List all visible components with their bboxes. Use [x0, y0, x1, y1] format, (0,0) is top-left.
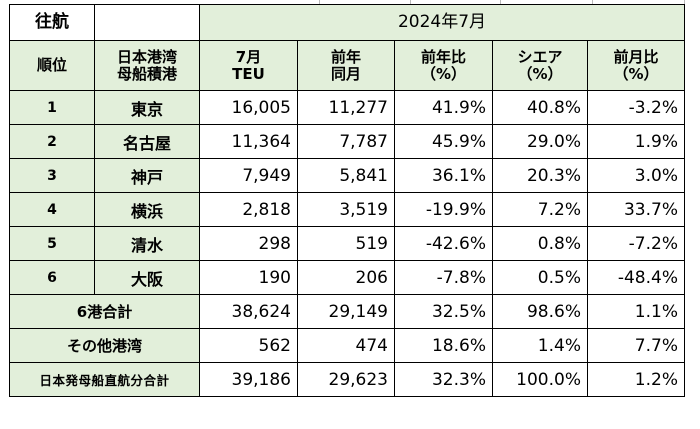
prev-year-cell: 3,519 [297, 192, 395, 227]
prev-year-header: 前年 同月 [297, 40, 395, 91]
port-header-line1: 日本港湾 [116, 47, 177, 66]
share-cell: 100.0% [492, 362, 588, 397]
period-label: 2024年7月 [199, 4, 685, 41]
share-cell: 98.6% [492, 294, 588, 329]
table-row: 6 大阪 190 206 -7.8% 0.5% -48.4% [9, 260, 685, 295]
prev-year-cell: 5,841 [297, 158, 395, 193]
port-cell: 神戸 [94, 158, 200, 193]
teu-header-line2: TEU [232, 64, 265, 83]
yoy-cell: -7.8% [394, 260, 493, 295]
yoy-cell: 45.9% [394, 124, 493, 159]
mom-cell: -7.2% [587, 226, 685, 261]
total-row: 6港合計 38,624 29,149 32.5% 98.6% 1.1% [9, 294, 685, 329]
mom-cell: 7.7% [587, 328, 685, 363]
share-cell: 0.8% [492, 226, 588, 261]
table-row: 1 東京 16,005 11,277 41.9% 40.8% -3.2% [9, 90, 685, 125]
share-cell: 1.4% [492, 328, 588, 363]
teu-cell: 190 [199, 260, 298, 295]
rank-header: 順位 [9, 40, 95, 91]
teu-cell: 562 [199, 328, 298, 363]
table-row: 5 清水 298 519 -42.6% 0.8% -7.2% [9, 226, 685, 261]
yoy-cell: -42.6% [394, 226, 493, 261]
prev-year-cell: 206 [297, 260, 395, 295]
teu-cell: 11,364 [199, 124, 298, 159]
title-row: 往航 2024年7月 [9, 4, 685, 41]
port-cell: 名古屋 [94, 124, 200, 159]
total-label: その他港湾 [9, 328, 200, 363]
total-row: その他港湾 562 474 18.6% 1.4% 7.7% [9, 328, 685, 363]
share-header: シエア （%） [492, 40, 588, 91]
mom-header: 前月比 （%） [587, 40, 685, 91]
table-row: 3 神戸 7,949 5,841 36.1% 20.3% 3.0% [9, 158, 685, 193]
container-stats-table-wrapper: 往航 2024年7月 順位 日本港湾 母船積港 7月 TEU 前年 同月 前年比… [9, 4, 685, 397]
mom-header-line2: （%） [613, 64, 659, 83]
share-cell: 29.0% [492, 124, 588, 159]
mom-cell: 1.9% [587, 124, 685, 159]
mom-header-line1: 前月比 [613, 47, 659, 66]
yoy-cell: 18.6% [394, 328, 493, 363]
teu-cell: 39,186 [199, 362, 298, 397]
share-header-line2: （%） [517, 64, 563, 83]
rank-cell: 2 [9, 124, 95, 159]
yoy-cell: -19.9% [394, 192, 493, 227]
teu-cell: 16,005 [199, 90, 298, 125]
mom-cell: 1.2% [587, 362, 685, 397]
prev-year-cell: 7,787 [297, 124, 395, 159]
prev-year-cell: 519 [297, 226, 395, 261]
teu-cell: 38,624 [199, 294, 298, 329]
table-row: 4 横浜 2,818 3,519 -19.9% 7.2% 33.7% [9, 192, 685, 227]
yoy-cell: 36.1% [394, 158, 493, 193]
share-cell: 0.5% [492, 260, 588, 295]
share-cell: 7.2% [492, 192, 588, 227]
blank-header-cell [94, 4, 200, 41]
rank-cell: 3 [9, 158, 95, 193]
yoy-header-line1: 前年比 [420, 47, 466, 66]
port-cell: 横浜 [94, 192, 200, 227]
table-row: 2 名古屋 11,364 7,787 45.9% 29.0% 1.9% [9, 124, 685, 159]
prev-year-cell: 474 [297, 328, 395, 363]
port-cell: 東京 [94, 90, 200, 125]
teu-cell: 7,949 [199, 158, 298, 193]
yoy-cell: 32.5% [394, 294, 493, 329]
prev-year-cell: 11,277 [297, 90, 395, 125]
teu-cell: 298 [199, 226, 298, 261]
port-header-line2: 母船積港 [116, 64, 177, 83]
rank-cell: 6 [9, 260, 95, 295]
mom-cell: 33.7% [587, 192, 685, 227]
header-row: 順位 日本港湾 母船積港 7月 TEU 前年 同月 前年比 （%） シエア （%… [9, 40, 685, 91]
container-stats-table: 往航 2024年7月 順位 日本港湾 母船積港 7月 TEU 前年 同月 前年比… [9, 4, 685, 397]
mom-cell: -3.2% [587, 90, 685, 125]
rank-cell: 5 [9, 226, 95, 261]
yoy-header: 前年比 （%） [394, 40, 493, 91]
prev-year-header-line2: 同月 [330, 64, 361, 83]
total-row: 日本発母船直航分合計 39,186 29,623 32.3% 100.0% 1.2% [9, 362, 685, 397]
mom-cell: -48.4% [587, 260, 685, 295]
prev-year-header-line1: 前年 [330, 47, 361, 66]
teu-header: 7月 TEU [199, 40, 298, 91]
yoy-cell: 41.9% [394, 90, 493, 125]
prev-year-cell: 29,149 [297, 294, 395, 329]
share-header-line1: シエア [517, 47, 563, 66]
teu-header-line1: 7月 [235, 47, 262, 66]
port-cell: 大阪 [94, 260, 200, 295]
corner-label: 往航 [9, 4, 95, 41]
share-cell: 40.8% [492, 90, 588, 125]
port-header: 日本港湾 母船積港 [94, 40, 200, 91]
total-label: 6港合計 [9, 294, 200, 329]
prev-year-cell: 29,623 [297, 362, 395, 397]
share-cell: 20.3% [492, 158, 588, 193]
teu-cell: 2,818 [199, 192, 298, 227]
port-cell: 清水 [94, 226, 200, 261]
mom-cell: 3.0% [587, 158, 685, 193]
rank-cell: 4 [9, 192, 95, 227]
yoy-cell: 32.3% [394, 362, 493, 397]
total-label: 日本発母船直航分合計 [9, 362, 200, 397]
mom-cell: 1.1% [587, 294, 685, 329]
yoy-header-line2: （%） [420, 64, 467, 83]
rank-cell: 1 [9, 90, 95, 125]
